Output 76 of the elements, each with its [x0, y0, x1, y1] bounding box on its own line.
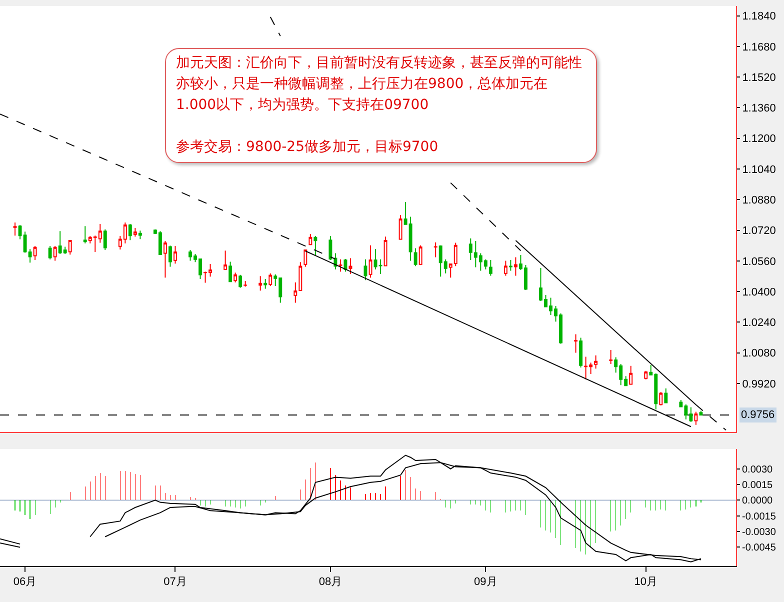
y-tick-label: 0.0015	[742, 480, 774, 492]
y-tick-label: 1.0720	[742, 225, 776, 238]
candlestick	[48, 246, 52, 260]
candlestick	[33, 246, 37, 260]
candlestick	[138, 230, 142, 240]
candlestick	[53, 246, 57, 262]
ref-line-label: 0.9756	[741, 409, 775, 421]
candlestick	[629, 365, 633, 385]
candlestick	[378, 258, 382, 274]
candlestick	[228, 261, 232, 282]
y-tick-label: 1.1840	[742, 10, 776, 23]
candlestick	[579, 337, 583, 368]
candlestick	[384, 236, 388, 266]
candlestick	[344, 258, 348, 272]
y-tick-label: 1.0080	[742, 348, 776, 360]
candlestick	[308, 233, 312, 246]
callout-box: 加元天图：汇价向下，目前暂时没有反转迹象，甚至反弹的可能性亦较小，只是一种微幅调整，上行压力在9800，总体加元在1.000以下，均为强势。下支持在09700 参考交易：9800-25做多加元，目标9700	[165, 48, 597, 163]
candlestick	[304, 250, 308, 268]
candlestick	[368, 244, 372, 278]
y-tick-label: 1.0240	[742, 317, 776, 330]
candlestick	[348, 258, 352, 274]
candlestick	[659, 391, 663, 406]
candlestick	[699, 410, 703, 416]
candlestick	[268, 272, 272, 287]
candlestick	[83, 226, 87, 244]
candlestick	[164, 240, 167, 278]
y-tick-label: 1.1040	[742, 164, 776, 176]
candlestick	[13, 222, 17, 236]
y-tick-label: 1.1680	[742, 41, 776, 54]
x-tick-label: 06月	[13, 576, 37, 588]
candlestick	[234, 272, 238, 283]
candlestick	[488, 259, 492, 276]
x-tick-label: 07月	[164, 576, 187, 588]
y-tick-label: -0.0045	[742, 542, 776, 554]
y-tick-label: 1.1360	[742, 102, 776, 115]
candlestick	[314, 236, 318, 256]
candlestick	[364, 258, 368, 281]
y-tick-label: 0.0030	[742, 464, 774, 476]
candlestick	[504, 260, 508, 276]
x-tick-label: 09月	[474, 576, 498, 588]
candlestick	[224, 250, 228, 270]
y-tick-label: 1.1520	[742, 72, 776, 84]
candlestick	[374, 248, 378, 270]
candlestick	[338, 258, 342, 272]
y-tick-label: -0.0015	[742, 511, 776, 522]
y-tick-label: -0.0030	[742, 527, 776, 538]
candlestick	[508, 259, 512, 272]
candlestick	[514, 256, 518, 276]
candlestick	[174, 246, 177, 264]
candlestick	[398, 214, 402, 240]
x-tick-label: 10月	[634, 576, 658, 588]
candlestick	[103, 228, 107, 251]
y-tick-label: 0.0000	[742, 496, 774, 507]
y-tick-label: 0.9920	[742, 378, 776, 390]
candlestick	[238, 274, 242, 288]
candlestick	[694, 411, 698, 426]
candlestick	[664, 388, 668, 404]
y-tick-label: 1.0560	[742, 256, 776, 268]
candlestick	[644, 370, 648, 380]
y-tick-label: 1.0400	[742, 286, 776, 298]
candlestick	[68, 240, 72, 256]
candlestick	[258, 276, 262, 292]
candlestick	[434, 242, 438, 258]
candlestick	[244, 280, 248, 288]
annotation: 参考交易：9800-25做多加元，目标9700	[176, 138, 440, 157]
y-tick-label: 1.1200	[742, 133, 776, 146]
y-tick-label: 1.0880	[742, 194, 776, 206]
candlestick	[168, 245, 172, 268]
candlestick	[128, 223, 132, 241]
candlestick	[574, 334, 578, 354]
candlestick	[133, 228, 137, 238]
candlestick	[418, 244, 422, 265]
x-tick-label: 08月	[318, 576, 342, 588]
candlestick	[609, 350, 613, 364]
annotation: 加元天图：汇价向下，目前暂时没有反转迹象，甚至反弹的可能性亦较小，只是一种微幅调整，上行压力在9800，总体加元在1.000以下，均为强势。下支持在09700	[176, 54, 583, 115]
candlestick	[264, 278, 268, 290]
